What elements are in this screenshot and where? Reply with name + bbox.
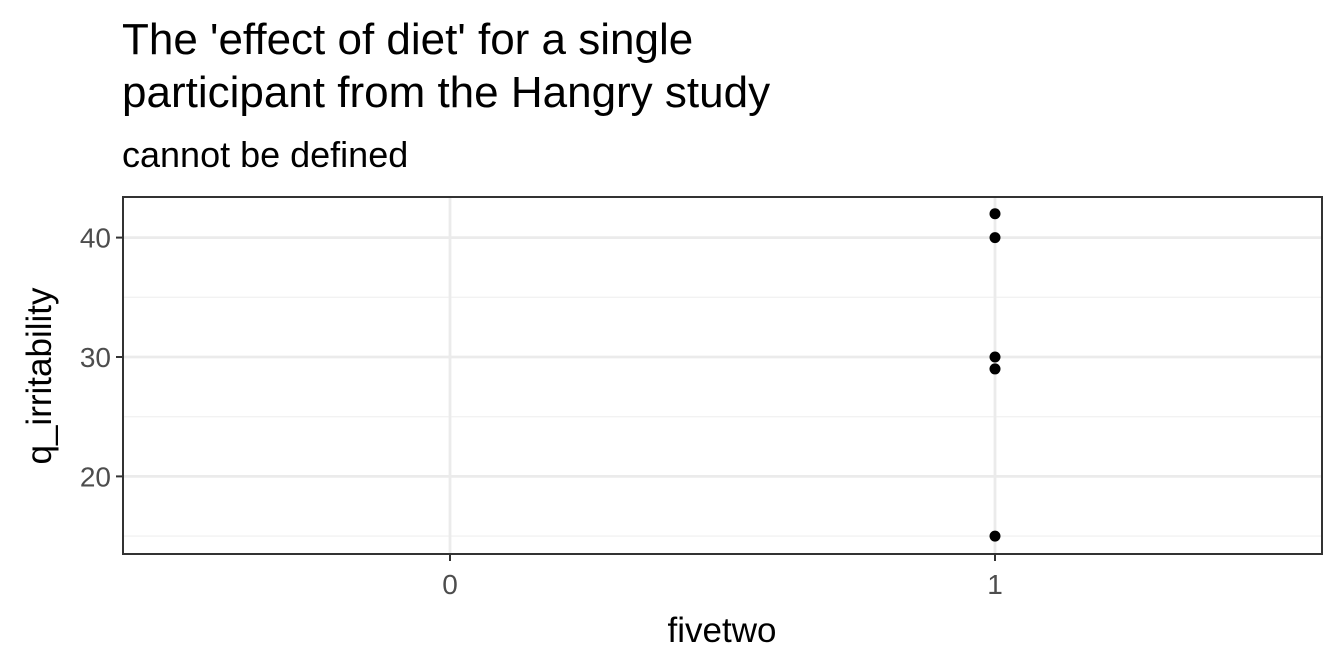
- data-point: [989, 208, 1001, 220]
- x-axis-title: fivetwo: [668, 611, 777, 650]
- y-tick-label: 30: [80, 342, 111, 373]
- y-axis-title: q_irritability: [20, 287, 59, 464]
- data-point: [989, 363, 1001, 375]
- data-points: [989, 208, 1001, 542]
- y-tick-label: 20: [80, 461, 111, 492]
- x-tick-label: 0: [442, 569, 458, 600]
- data-point: [989, 232, 1001, 244]
- data-point: [989, 351, 1001, 363]
- plot-panel-border: [122, 196, 1323, 555]
- x-tick-label: 1: [987, 569, 1003, 600]
- chart-title-line-2: participant from the Hangry study: [122, 68, 770, 117]
- grid-lines: [123, 197, 1322, 554]
- axis-ticks: 20 30 40 0 1: [80, 223, 1003, 600]
- chart-subtitle: cannot be defined: [122, 134, 408, 175]
- data-point: [989, 530, 1001, 542]
- chart-title-line-1: The 'effect of diet' for a single: [122, 15, 693, 64]
- y-tick-label: 40: [80, 223, 111, 254]
